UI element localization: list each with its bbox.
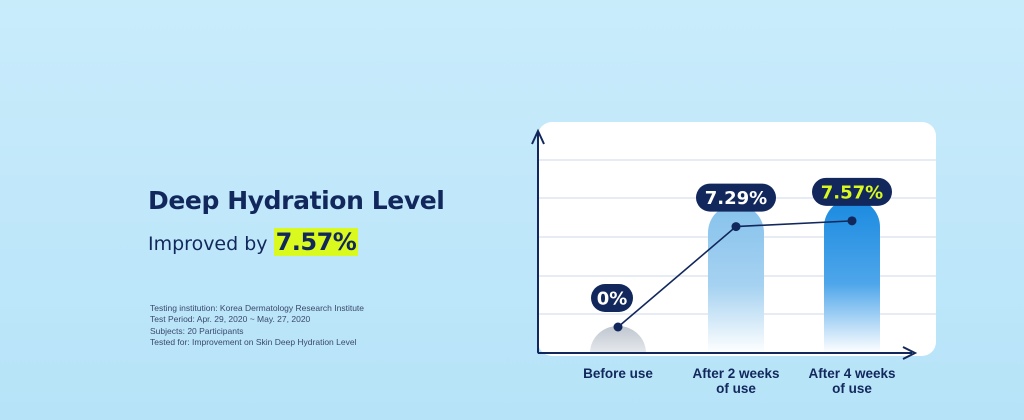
note-institution: Testing institution: Korea Dermatology R… <box>150 303 365 313</box>
headline-block: Deep Hydration Level Improved by 7.57% <box>148 186 478 256</box>
page-title: Deep Hydration Level <box>148 186 445 215</box>
improved-prefix: Improved by <box>148 233 268 255</box>
trend-line <box>613 216 857 332</box>
value-label: 7.29% <box>705 188 767 209</box>
improvement-line: Improved by 7.57% <box>148 228 478 256</box>
note-period: Test Period: Apr. 29, 2020 ~ May. 27, 20… <box>150 314 311 325</box>
x-axis-arrowhead <box>902 346 918 360</box>
category-label: After 2 weeks <box>692 366 779 381</box>
note-tested-for: Tested for: Improvement on Skin Deep Hyd… <box>150 336 357 347</box>
category-label: Before use <box>583 366 653 381</box>
trend-point <box>847 216 857 226</box>
value-labels: 0% 7.29% 7.57% <box>591 177 892 312</box>
trend-point <box>731 222 741 232</box>
category-label: After 4 weeks <box>808 366 895 381</box>
note-subjects: Subjects: 20 Participants <box>150 325 244 336</box>
value-label: 0% <box>597 289 628 310</box>
trend-point <box>613 322 623 332</box>
category-label: of use <box>716 381 756 396</box>
y-axis-arrowhead <box>531 128 545 145</box>
category-label: of use <box>832 381 872 396</box>
test-notes: Testing institution: Korea Dermatology R… <box>150 303 364 348</box>
value-pill <box>591 284 633 312</box>
value-pill <box>696 183 776 212</box>
bars <box>590 198 880 353</box>
bar-after-2-weeks <box>708 204 764 353</box>
value-pill <box>812 177 892 206</box>
bar-after-4-weeks <box>824 198 880 353</box>
value-label: 7.57% <box>821 182 883 203</box>
bar-before-use <box>590 326 646 353</box>
improvement-value: 7.57% <box>273 228 359 256</box>
